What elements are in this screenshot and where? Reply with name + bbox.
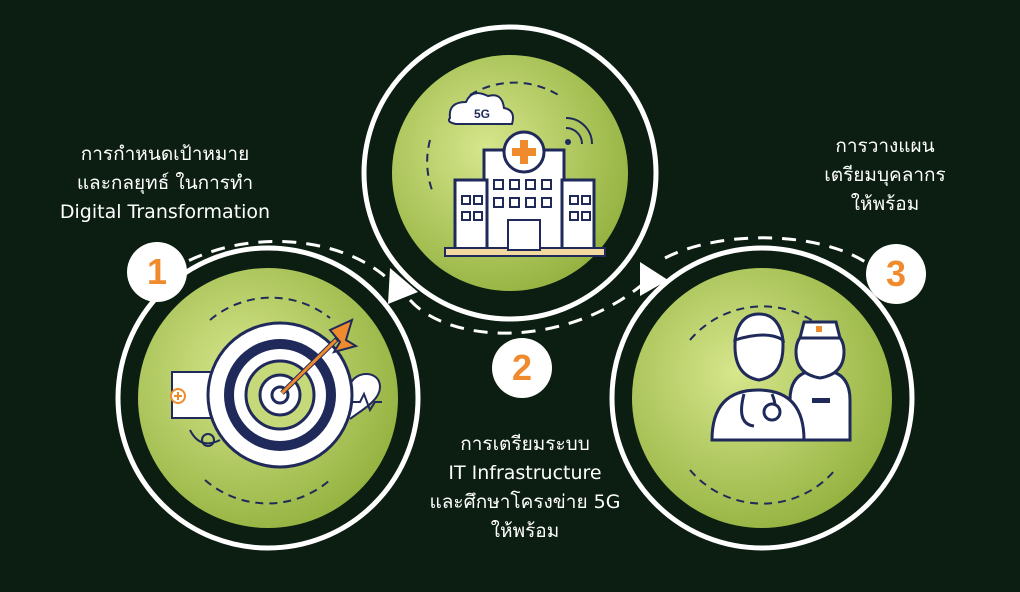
arrow-head-to-step-3 [640,262,668,296]
step-1-line-1: การกำหนดเป้าหมาย [80,143,250,165]
step-2-line-2: IT Infrastructure [448,462,602,484]
step-1-label: การกำหนดเป้าหมาย และกลยุทธ์ ในการทำ Digi… [40,140,290,227]
dashed-arc-step-1 [167,239,400,291]
step-3-line-2: เตรียมบุคลากร [824,164,946,186]
inner-dashed-arc-1a [209,296,331,321]
step-3-line-1: การวางแผน [835,135,935,157]
inner-dashed-arc-1b [204,479,331,505]
step-2-line-1: การเตรียมระบบ [460,433,590,455]
step-1-number: 1 [127,242,187,302]
inner-dashed-arc-2b [426,139,433,191]
arrow-head-to-step-2 [388,268,418,304]
inner-dashed-arc-2a [469,81,561,97]
outer-ring-step-2 [361,24,659,322]
inner-dashed-arc-3b [689,469,836,505]
step-1-line-3: Digital Transformation [59,201,271,223]
5g-text: 5G [473,107,490,121]
dashed-arc-step-2 [408,276,652,335]
step-2-number: 2 [492,338,552,398]
step-2-line-3: และศึกษาโครงข่าย 5G [429,491,621,513]
step-3-line-3: ให้พร้อม [850,193,920,215]
step-1-line-2: และกลยุทธ์ ในการทำ [76,172,254,194]
step-2-line-4: ให้พร้อม [490,520,560,542]
step-3-number: 3 [866,244,926,304]
target-arrow-icon [170,318,382,469]
hospital-5g-icon [444,92,606,257]
outer-ring-step-1 [115,245,421,551]
dashed-arc-step-3 [664,236,871,267]
step-3-label: การวางแผน เตรียมบุคลากร ให้พร้อม [790,132,980,219]
outer-ring-step-3 [609,245,915,551]
step-2-label: การเตรียมระบบ IT Infrastructure และศึกษา… [405,430,645,546]
doctor-nurse-icon [710,312,852,442]
